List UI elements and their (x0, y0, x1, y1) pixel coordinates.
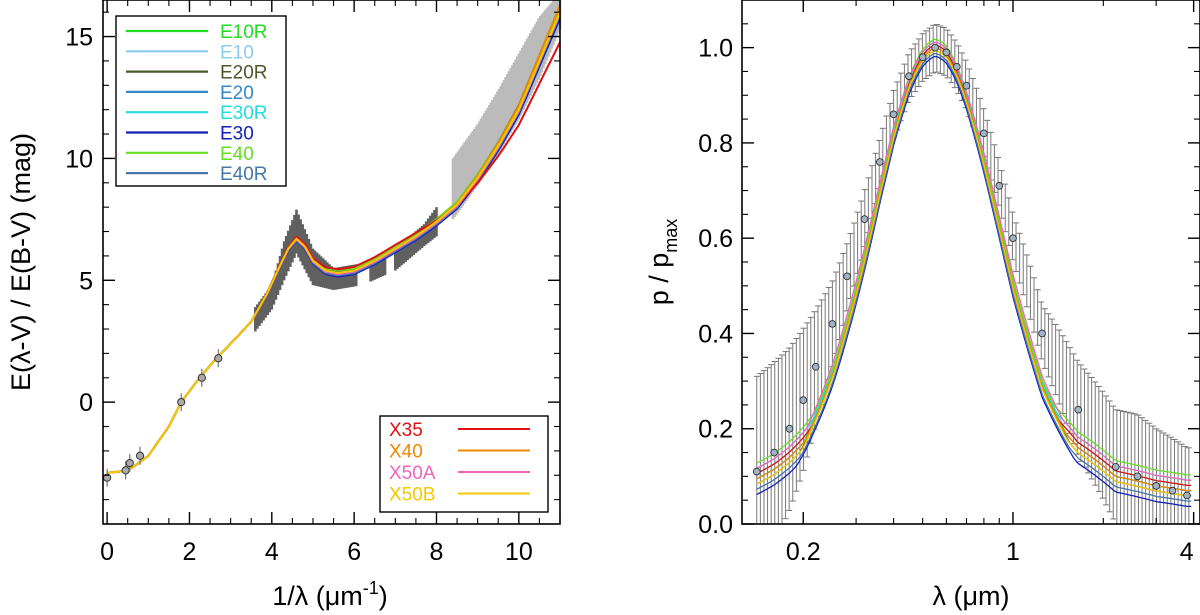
x-tick-label: 0 (100, 538, 114, 566)
right-x-axis-label: λ (μm) (932, 581, 1009, 611)
left-observed-bands (254, 0, 562, 332)
y-tick-label: 0.2 (698, 416, 733, 444)
x-tick-label: 10 (505, 538, 533, 566)
polarization-curve-e10r (756, 47, 1192, 492)
observed-point (931, 43, 939, 52)
y-tick-label: 10 (65, 145, 93, 173)
observed-point (1038, 329, 1046, 338)
left-x-axis-label: 1/λ (μm-1) (272, 578, 388, 611)
x-tick-label: 4 (265, 538, 279, 566)
left-plot-frame (102, 0, 561, 525)
observed-point (811, 362, 820, 371)
legend-label-e10r: E10R (220, 22, 268, 43)
y-tick-label: 0.0 (698, 511, 733, 539)
left-observed-points (103, 349, 223, 487)
polarization-curve-e40r (756, 52, 1192, 502)
observed-point (785, 424, 794, 433)
y-tick-label: 15 (65, 24, 93, 52)
legend-label-e40: E40 (220, 144, 254, 165)
observed-point (843, 272, 851, 281)
polarization-curve-e10 (756, 44, 1192, 487)
observed-point (980, 129, 988, 138)
observed-point (860, 215, 869, 223)
polarization-curve-e30 (756, 55, 1192, 508)
observed-point (875, 158, 884, 166)
observed-point (121, 466, 130, 475)
observed-point (918, 53, 927, 62)
observed-point (1074, 405, 1083, 414)
observed-point (752, 467, 761, 476)
observed-point (1133, 472, 1142, 481)
legend-label-e20r: E20R (220, 63, 268, 84)
observed-point (995, 181, 1004, 190)
observed-point (1152, 482, 1161, 490)
observed-point (1009, 234, 1017, 243)
observed-point (1111, 462, 1120, 471)
observed-point (770, 448, 779, 457)
legend-label-x35: X35 (389, 420, 423, 441)
observed-point (177, 398, 186, 407)
observed-point (1183, 491, 1191, 500)
x-tick-label: 1 (1006, 538, 1020, 566)
polarization-curve-e20 (756, 47, 1192, 492)
y-tick-label: 5 (79, 267, 93, 295)
right-error-bars (753, 24, 1192, 524)
legend-label-e20: E20 (220, 83, 254, 104)
polarization-curve-x40 (756, 47, 1192, 492)
legend-label-e40r: E40R (220, 164, 268, 185)
observed-point (952, 62, 961, 71)
left-y-axis-label: E(λ-V) / E(B-V) (mag) (6, 133, 36, 391)
x-tick-label: 4 (1180, 538, 1194, 566)
polarization-curve-x35 (756, 44, 1192, 487)
legend-label-x50b: X50B (389, 485, 435, 506)
y-tick-label: 0.8 (698, 130, 733, 158)
x-tick-label: 0.2 (786, 538, 821, 566)
legend-label-x40: X40 (389, 442, 423, 463)
observed-point (962, 81, 971, 90)
observed-point (125, 458, 134, 468)
right-observed-points (752, 43, 1191, 500)
polarization-curve-x50b (756, 50, 1192, 497)
observed-point (135, 451, 145, 460)
right-ticks: 0.2 1 4 0.0 0.2 0.4 0.6 0.8 1.0 (698, 0, 1200, 566)
y-tick-label: 0.6 (698, 225, 733, 253)
legend-label-e10: E10 (220, 42, 254, 63)
observed-point (799, 396, 808, 404)
legend-label-e30r: E30R (220, 103, 268, 124)
x-tick-label: 2 (183, 538, 197, 566)
legend-label-x50a: X50A (389, 463, 436, 484)
observed-point (905, 72, 913, 81)
y-tick-label: 0 (79, 389, 93, 417)
right-y-axis-label: p / pmax (644, 219, 681, 306)
observed-point (942, 48, 951, 57)
observed-point (828, 320, 837, 328)
y-tick-label: 0.4 (698, 320, 733, 348)
right-model-curves (756, 38, 1192, 508)
y-tick-label: 1.0 (698, 35, 733, 63)
x-tick-label: 6 (347, 538, 361, 566)
left-panel: 0 2 4 6 8 10 0 5 10 15 1/λ (μm-1) E(λ-V) / E(B-V)… (6, 0, 562, 611)
x-tick-label: 8 (430, 538, 444, 566)
observed-point (1168, 486, 1177, 495)
right-panel: 0.2 1 4 0.0 0.2 0.4 0.6 0.8 1.0 λ (μm) p / pmax (644, 0, 1200, 611)
observed-point (214, 354, 223, 363)
legend-label-e30: E30 (220, 124, 254, 145)
observed-point (889, 110, 898, 119)
observed-point (197, 373, 206, 382)
left-ticks: 0 2 4 6 8 10 0 5 10 15 (65, 0, 561, 566)
